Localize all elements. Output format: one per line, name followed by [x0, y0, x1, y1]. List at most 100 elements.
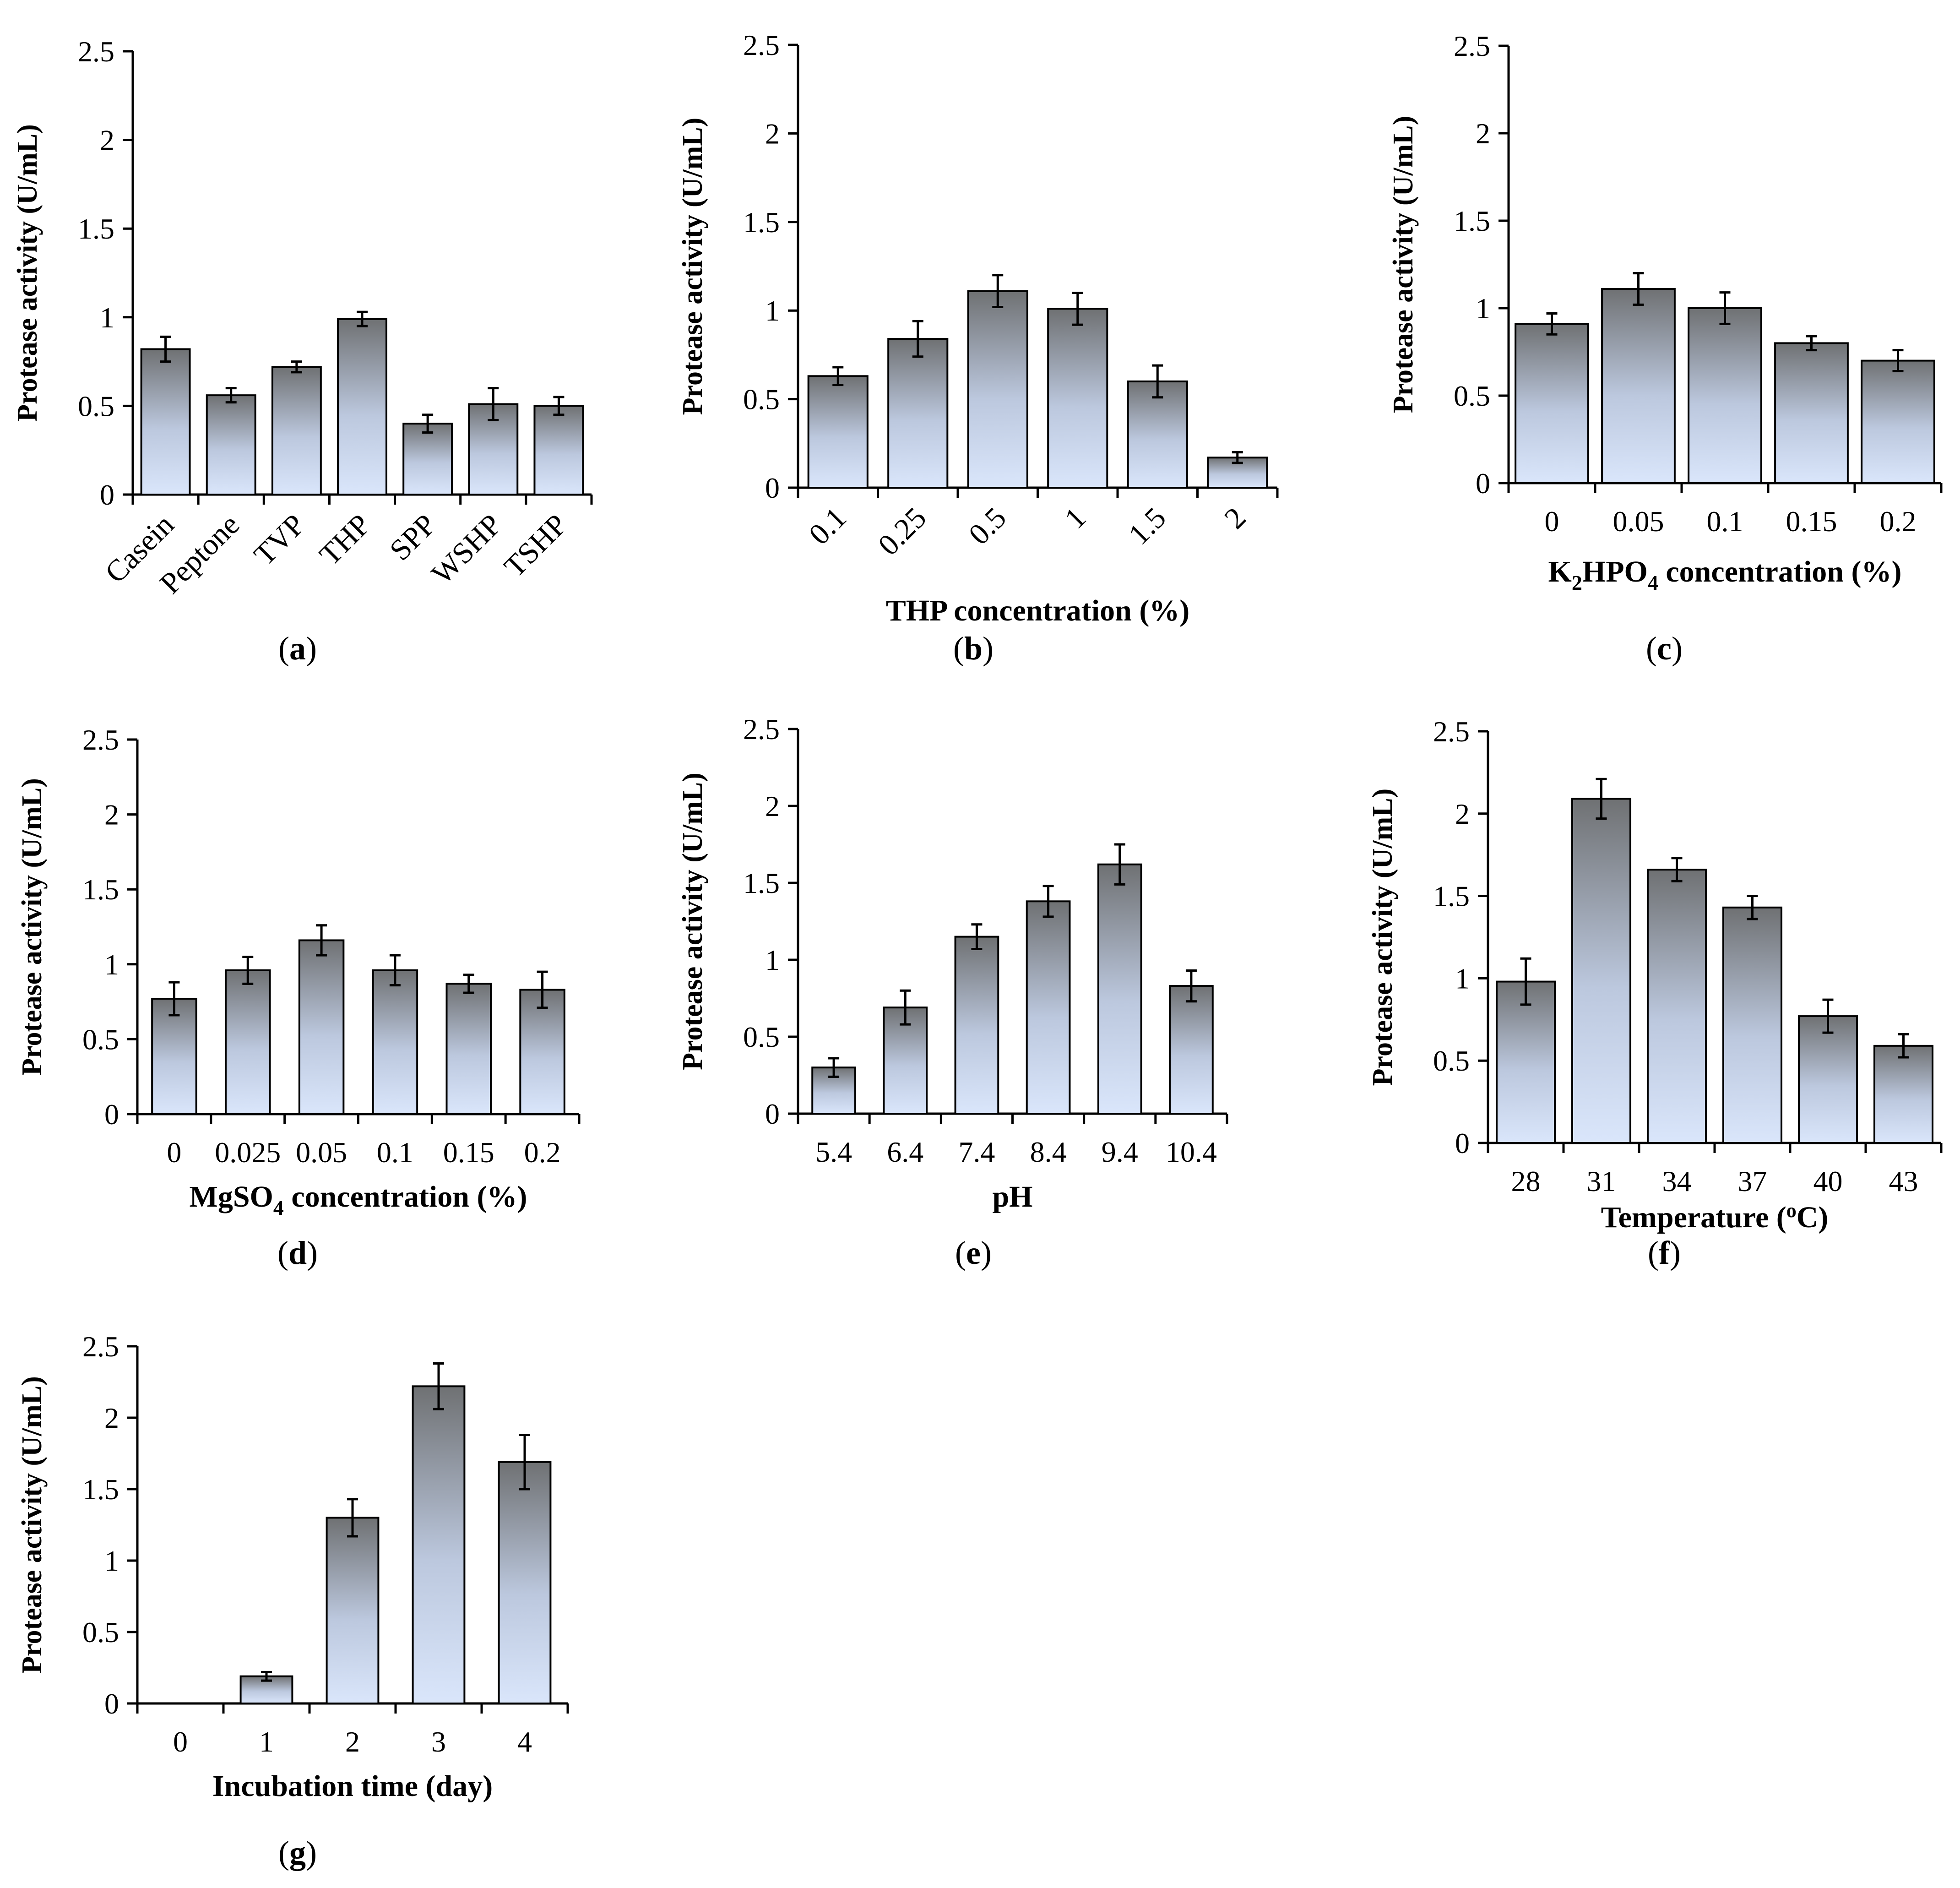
panel-label-a: (a): [278, 630, 317, 667]
bar: [1688, 307, 1762, 484]
bar: [412, 1385, 466, 1705]
x-tick-label: 5.4: [815, 1136, 852, 1168]
x-tick-label: 1: [1058, 501, 1092, 535]
y-axis-title: Protease activity (U/mL): [1367, 789, 1398, 1086]
x-tick-label: 0.1: [1707, 505, 1743, 538]
x-tick-label: 0.05: [1613, 505, 1664, 538]
bar: [1722, 906, 1783, 1144]
y-tick-label: 1.5: [743, 206, 780, 239]
bar: [271, 366, 322, 495]
bar: [445, 983, 492, 1115]
y-tick-label: 1.5: [82, 1473, 119, 1506]
x-tick-label: THP: [313, 508, 377, 572]
x-tick-label: 0.5: [962, 501, 1013, 551]
y-tick-label: 1: [100, 301, 114, 334]
x-axis-title: pH: [992, 1180, 1032, 1213]
chart-e: 0 0.5 1 1.5 2 2.5 5.4 6.4 7.4 8.4 9.4 10.4 Protease …: [677, 713, 1228, 1271]
bar: [206, 394, 256, 496]
y-tick-label: 1: [1476, 292, 1490, 325]
y-tick-label: 1: [104, 948, 119, 981]
y-tick-label: 1.5: [1454, 205, 1490, 237]
y-tick-label: 0.5: [743, 383, 780, 416]
x-tick-label: 8.4: [1030, 1136, 1067, 1168]
y-tick-label: 1: [765, 294, 780, 327]
y-tick-label: 0.5: [1454, 380, 1490, 412]
bar: [887, 338, 949, 489]
panel-label-f: (f): [1648, 1235, 1681, 1271]
y-tick-label: 1.5: [743, 867, 780, 899]
y-tick-label: 0.5: [1433, 1045, 1470, 1077]
bar: [140, 348, 191, 495]
x-tick-label: 40: [1813, 1165, 1843, 1197]
x-tick-label: 31: [1587, 1165, 1616, 1197]
x-axis-title: Temperature (oC): [1601, 1199, 1829, 1234]
y-tick-label: 0.5: [78, 390, 114, 422]
x-tick-label: 0.15: [443, 1136, 494, 1169]
x-tick-label: 0: [173, 1725, 188, 1758]
x-tick-label: 1: [259, 1725, 274, 1758]
y-tick-label: 2: [104, 799, 119, 831]
bar: [337, 318, 387, 495]
y-tick-label: 0: [765, 1098, 780, 1130]
y-tick-label: 1.5: [82, 873, 119, 906]
bar: [1861, 359, 1935, 484]
x-tick-label: TVP: [248, 508, 312, 572]
y-tick-label: 1: [1455, 962, 1470, 995]
bar: [372, 969, 418, 1115]
bar: [1646, 869, 1707, 1144]
bar: [1515, 323, 1589, 484]
y-tick-label: 2.5: [1433, 715, 1470, 748]
x-tick-label: 0.025: [215, 1136, 281, 1169]
y-tick-label: 0.5: [743, 1021, 780, 1053]
bar: [1047, 308, 1108, 489]
x-tick-label: 0.05: [296, 1136, 347, 1169]
bar: [225, 969, 271, 1115]
y-tick-label: 2: [1476, 117, 1490, 150]
y-axis-title: Protease activity (U/mL): [677, 118, 708, 415]
y-tick-label: 1.5: [1433, 880, 1470, 913]
x-tick-label: 28: [1511, 1165, 1541, 1197]
bar: [498, 1461, 552, 1704]
y-tick-label: 2: [100, 124, 114, 157]
x-tick-label: 37: [1738, 1165, 1767, 1197]
bar: [1169, 985, 1214, 1115]
y-tick-label: 2.5: [743, 29, 780, 61]
y-axis-title: Protease activity (U/mL): [677, 773, 708, 1070]
x-tick-label: WSHP: [425, 508, 508, 591]
x-tick-label: 0: [167, 1136, 181, 1169]
panel-label-d: (d): [277, 1235, 318, 1271]
y-tick-label: 0: [1455, 1127, 1470, 1159]
bar: [519, 989, 565, 1115]
bar: [1873, 1045, 1934, 1144]
chart-f: 0 0.5 1 1.5 2 2.5 28 31 34 37 40 43 Protease activit…: [1367, 715, 1943, 1271]
x-tick-label: 43: [1889, 1165, 1918, 1197]
bar: [1026, 900, 1071, 1115]
y-axis-title: Protease activity (U/mL): [1388, 116, 1419, 414]
x-axis-title: MgSO4 concentration (%): [190, 1180, 527, 1219]
bar: [967, 290, 1028, 489]
x-tick-label: 0.1: [803, 501, 853, 551]
chart-g: 0 0.5 1 1.5 2 2.5 0 1 2 3 4 Protease activity (U/mL…: [16, 1330, 569, 1871]
panel-label-c: (c): [1646, 630, 1683, 667]
x-tick-label: 0.25: [872, 501, 933, 562]
x-tick-label: 10.4: [1166, 1136, 1217, 1168]
y-tick-label: 2.5: [78, 35, 114, 68]
y-tick-label: 2.5: [82, 724, 119, 756]
x-tick-label: 0.2: [1880, 505, 1917, 538]
y-axis-title: Protease activity (U/mL): [16, 778, 48, 1076]
y-tick-label: 2.5: [1454, 30, 1490, 62]
bar: [533, 405, 584, 496]
bar: [954, 936, 999, 1115]
y-tick-label: 0.5: [82, 1616, 119, 1649]
x-tick-label: 0.15: [1786, 505, 1837, 538]
y-tick-label: 0: [104, 1687, 119, 1720]
chart-c: 0 0.5 1 1.5 2 2.5 0 0.05 0.1 0.15 0.2 Protease acti…: [1388, 30, 1943, 667]
x-tick-label: 2: [345, 1725, 360, 1758]
x-axis-title: K2HPO4 concentration (%): [1548, 555, 1902, 594]
y-tick-label: 2.5: [82, 1330, 119, 1363]
x-tick-label: 6.4: [887, 1136, 923, 1168]
bar: [1601, 288, 1676, 484]
panel-label-e: (e): [955, 1235, 992, 1271]
bar: [807, 375, 869, 489]
